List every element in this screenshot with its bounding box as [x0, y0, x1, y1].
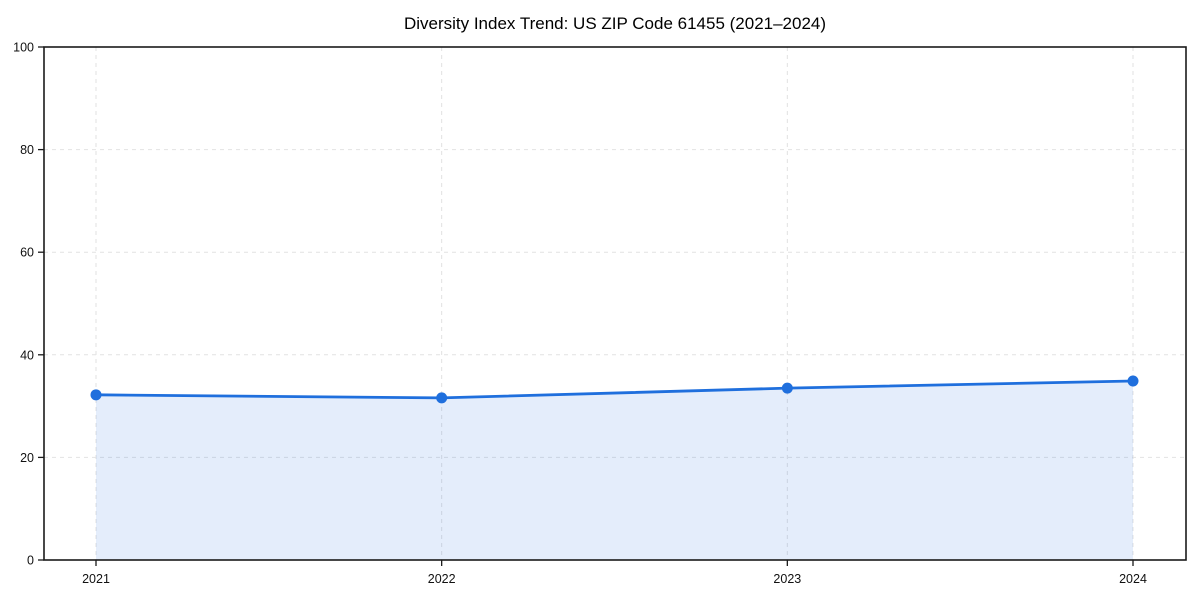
y-tick-label: 80 [20, 143, 34, 157]
data-point-marker[interactable] [1127, 375, 1139, 387]
y-tick-label: 100 [13, 41, 34, 55]
y-tick-label: 0 [27, 554, 34, 568]
y-tick-label: 40 [20, 348, 34, 362]
x-tick-label: 2024 [1119, 572, 1147, 586]
trend-line [94, 379, 1135, 400]
y-tick-label: 60 [20, 246, 34, 260]
data-point-marker[interactable] [90, 389, 102, 401]
x-tick-label: 2022 [428, 572, 456, 586]
x-tick-label: 2023 [773, 572, 801, 586]
area-fill [96, 380, 1133, 560]
chart-title: Diversity Index Trend: US ZIP Code 61455… [404, 14, 826, 33]
x-tick-label: 2021 [82, 572, 110, 586]
plot-area: 0 20 40 60 80 100 2021 2022 2023 2024 [13, 41, 1187, 586]
data-point-marker[interactable] [436, 392, 448, 404]
data-point-marker[interactable] [781, 382, 793, 394]
plot-border [43, 46, 1187, 561]
y-tick-label: 20 [20, 451, 34, 465]
